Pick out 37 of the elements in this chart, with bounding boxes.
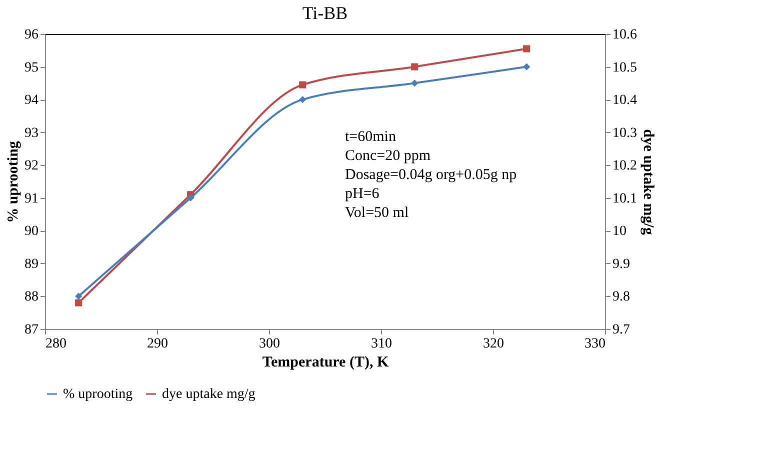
annotation: Dosage=0.04g org+0.05g np bbox=[345, 167, 517, 183]
annotation: pH=6 bbox=[345, 186, 380, 202]
x-axis-title: Temperature (T), K bbox=[262, 354, 389, 370]
legend-label: dye uptake mg/g bbox=[162, 387, 256, 402]
y-tick-label: 96 bbox=[24, 28, 38, 42]
y2-tick-label: 10.3 bbox=[612, 126, 637, 141]
chart-title: Ti-BB bbox=[302, 3, 348, 23]
y-tick-label: 92 bbox=[24, 158, 38, 174]
y2-tick-label: 10.1 bbox=[612, 191, 637, 206]
x-tick-label: 320 bbox=[483, 336, 504, 352]
y2-tick-label: 9.7 bbox=[612, 322, 630, 338]
y2-tick-label: 10.5 bbox=[612, 60, 637, 76]
x-tick-label: 310 bbox=[371, 336, 392, 352]
y2-tick-label: 10.4 bbox=[612, 93, 637, 108]
y2-tick-label: 10.2 bbox=[612, 158, 637, 174]
y-tick-label: 88 bbox=[24, 290, 38, 305]
x-tick-label: 330 bbox=[584, 336, 606, 352]
y-tick-label: 95 bbox=[24, 60, 38, 76]
x-tick-label: 300 bbox=[259, 336, 280, 352]
y2-tick-label: 9.8 bbox=[612, 290, 630, 305]
y-tick-label: 89 bbox=[24, 256, 38, 272]
legend-label: % uprooting bbox=[63, 387, 133, 402]
annotation: Conc=20 ppm bbox=[345, 148, 431, 164]
x-tick-label: 280 bbox=[46, 336, 66, 352]
y2-tick-label: 10 bbox=[612, 224, 626, 240]
x-tick-label: 290 bbox=[147, 336, 168, 352]
y2-axis-title: dye uptake mg/g bbox=[640, 129, 656, 236]
y-tick-label: 90 bbox=[24, 224, 38, 240]
y-tick-label: 94 bbox=[24, 93, 38, 108]
y-tick-label: 87 bbox=[24, 322, 38, 338]
y2-tick-label: 9.9 bbox=[612, 256, 630, 272]
y-axis-title: % uprooting bbox=[6, 140, 22, 223]
y-tick-label: 91 bbox=[24, 191, 38, 206]
y-tick-label: 93 bbox=[24, 126, 38, 141]
annotation: t=60min bbox=[345, 129, 396, 145]
annotation: Vol=50 ml bbox=[345, 205, 409, 221]
y2-tick-label: 10.6 bbox=[612, 28, 637, 42]
